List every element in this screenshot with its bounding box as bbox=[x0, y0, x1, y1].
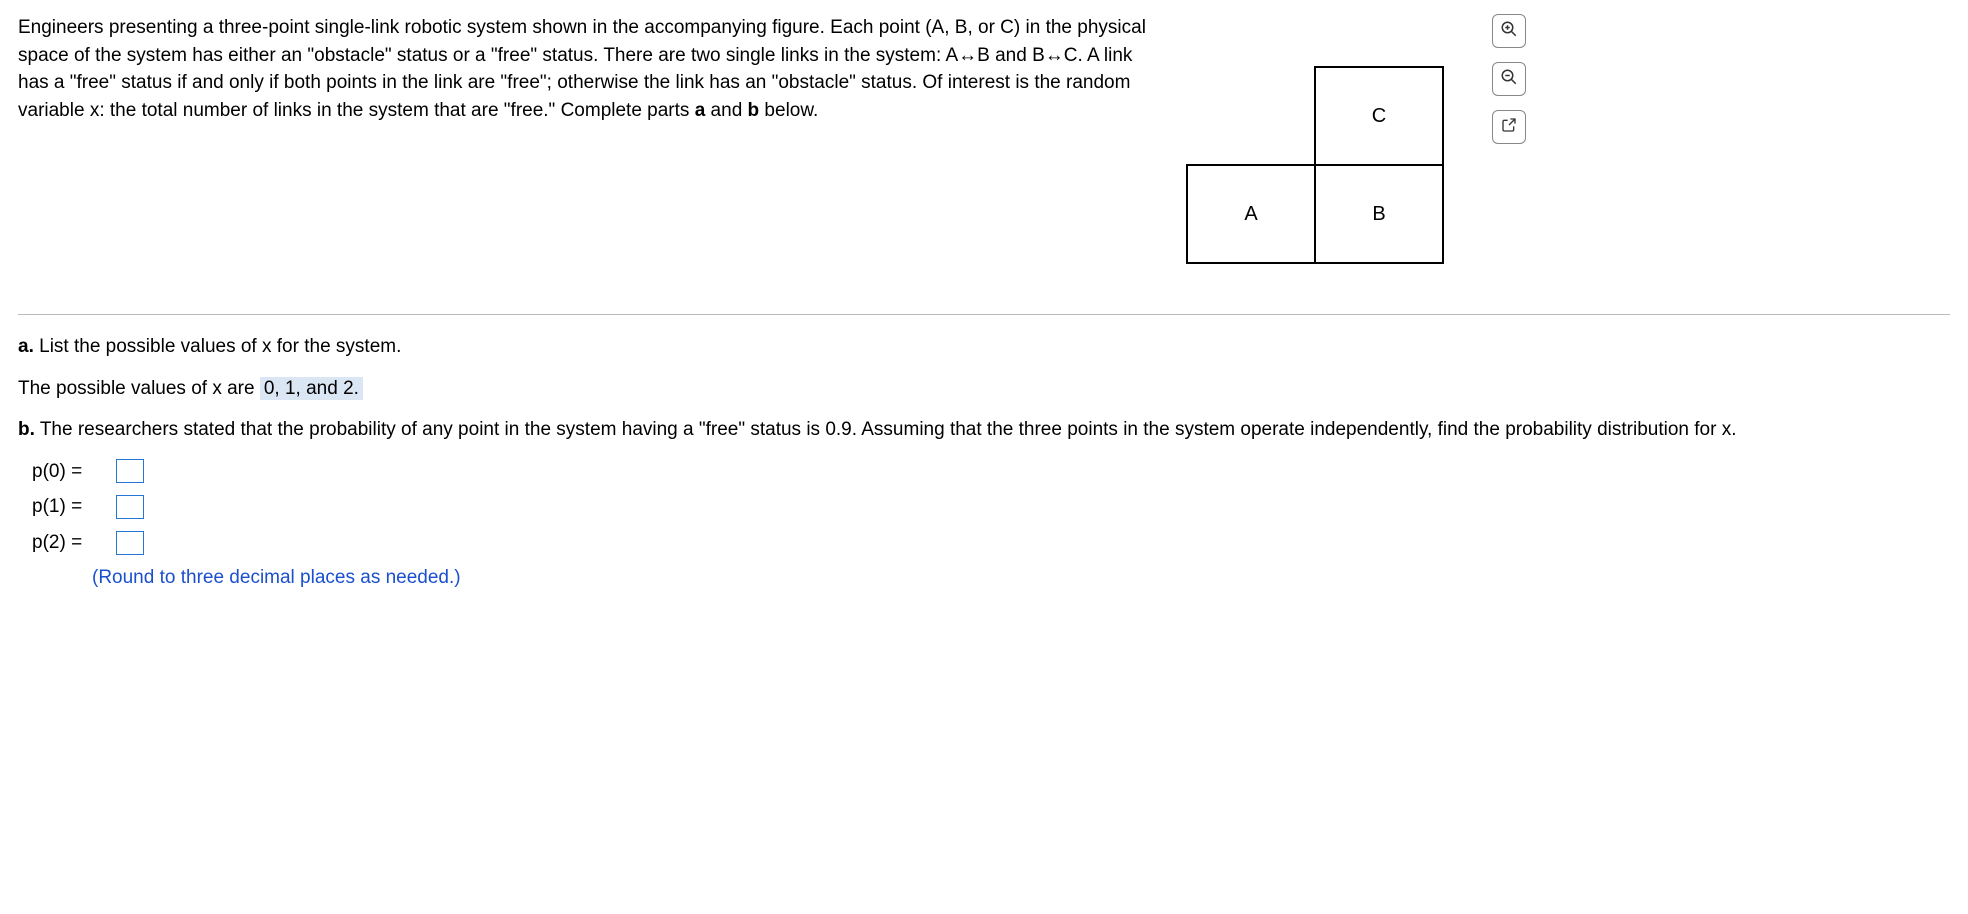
probability-rows: p(0) = p(1) = p(2) = (Round to three dec… bbox=[18, 458, 1950, 592]
figure-cell-b: B bbox=[1314, 164, 1444, 264]
part-b-question: The researchers stated that the probabil… bbox=[35, 419, 1737, 440]
part-a-answer-value: 0, 1, and 2. bbox=[260, 377, 363, 400]
prob-label-2: p(2) = bbox=[32, 529, 106, 557]
problem-statement: Engineers presenting a three-point singl… bbox=[18, 14, 1168, 124]
prob-row-1: p(1) = bbox=[32, 493, 1950, 521]
zoom-in-icon bbox=[1500, 20, 1518, 43]
figure-toolbar bbox=[1492, 14, 1526, 144]
zoom-out-button[interactable] bbox=[1492, 62, 1526, 96]
robotic-figure: C A B bbox=[1186, 14, 1466, 274]
popout-button[interactable] bbox=[1492, 110, 1526, 144]
prob-label-0: p(0) = bbox=[32, 458, 106, 486]
zoom-in-button[interactable] bbox=[1492, 14, 1526, 48]
figure-label-b: B bbox=[1372, 200, 1385, 229]
part-a: a. List the possible values of x for the… bbox=[18, 333, 1950, 361]
question-header: Engineers presenting a three-point singl… bbox=[18, 14, 1950, 274]
part-a-answer-lead: The possible values of x are bbox=[18, 378, 260, 399]
problem-intro-text: Engineers presenting a three-point singl… bbox=[18, 17, 1146, 121]
prob-row-2: p(2) = bbox=[32, 529, 1950, 557]
problem-and: and bbox=[705, 100, 747, 121]
figure-label-c: C bbox=[1372, 102, 1386, 131]
bold-a: a bbox=[695, 100, 706, 121]
rounding-hint: (Round to three decimal places as needed… bbox=[92, 564, 1950, 592]
prob-input-1[interactable] bbox=[116, 495, 144, 519]
prob-row-0: p(0) = bbox=[32, 458, 1950, 486]
popout-icon bbox=[1501, 117, 1517, 138]
section-divider bbox=[18, 314, 1950, 315]
part-a-label: a. bbox=[18, 336, 34, 357]
figure-cell-a: A bbox=[1186, 164, 1316, 264]
part-b: b. The researchers stated that the proba… bbox=[18, 416, 1950, 444]
prob-input-2[interactable] bbox=[116, 531, 144, 555]
bold-b: b bbox=[748, 100, 760, 121]
zoom-out-icon bbox=[1500, 68, 1518, 91]
prob-label-1: p(1) = bbox=[32, 493, 106, 521]
part-a-question: List the possible values of x for the sy… bbox=[34, 336, 402, 357]
figure-cell-c: C bbox=[1314, 66, 1444, 166]
part-a-answer-line: The possible values of x are 0, 1, and 2… bbox=[18, 375, 1950, 403]
problem-tail: below. bbox=[759, 100, 818, 121]
figure-label-a: A bbox=[1244, 200, 1257, 229]
part-b-label: b. bbox=[18, 419, 35, 440]
prob-input-0[interactable] bbox=[116, 459, 144, 483]
